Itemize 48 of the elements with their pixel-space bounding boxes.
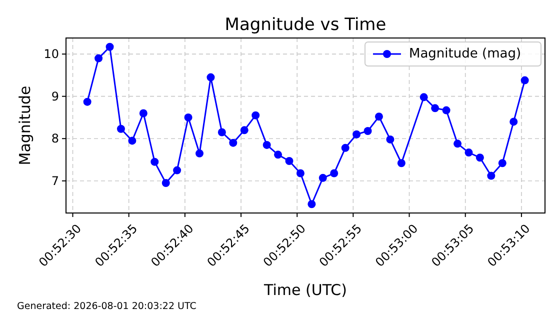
point (296, 169, 304, 178)
point (128, 136, 136, 145)
point (229, 138, 238, 147)
point (464, 148, 473, 157)
point (206, 73, 215, 82)
point (262, 140, 271, 149)
point (184, 113, 192, 122)
point (162, 178, 170, 187)
point (520, 76, 529, 84)
point (431, 104, 440, 112)
point (94, 54, 103, 62)
point (397, 159, 406, 168)
x-axis-title: Time (UTC) (263, 281, 347, 299)
y-tick-label: 7 (51, 174, 59, 188)
point (330, 169, 338, 178)
point (498, 159, 506, 168)
point (341, 144, 350, 152)
legend-label: Magnitude (mag) (409, 46, 522, 62)
point (510, 118, 518, 126)
point (285, 157, 294, 165)
point (386, 135, 394, 144)
chart-title: Magnitude vs Time (224, 15, 386, 35)
y-tick-label: 10 (44, 47, 59, 62)
point (116, 124, 125, 133)
point (454, 140, 462, 148)
point (364, 127, 372, 135)
text: Generated: 2026-08-01 20:03:22 UTC (17, 301, 197, 312)
point (274, 150, 282, 159)
point (476, 154, 484, 162)
point (106, 42, 114, 51)
y-tick-label: 8 (51, 132, 59, 146)
y-tick-label: 9 (51, 89, 59, 104)
point (150, 158, 159, 166)
point (308, 200, 316, 208)
point (173, 166, 182, 174)
point (442, 106, 450, 114)
point (218, 128, 226, 136)
point (139, 109, 148, 118)
point (487, 172, 496, 180)
point (318, 174, 327, 182)
y-axis-title: Magnitude (16, 86, 34, 166)
point (420, 93, 428, 102)
point (240, 126, 248, 134)
point (374, 112, 383, 121)
point (196, 149, 204, 158)
point (352, 130, 361, 138)
point (252, 111, 260, 120)
point (83, 98, 92, 106)
